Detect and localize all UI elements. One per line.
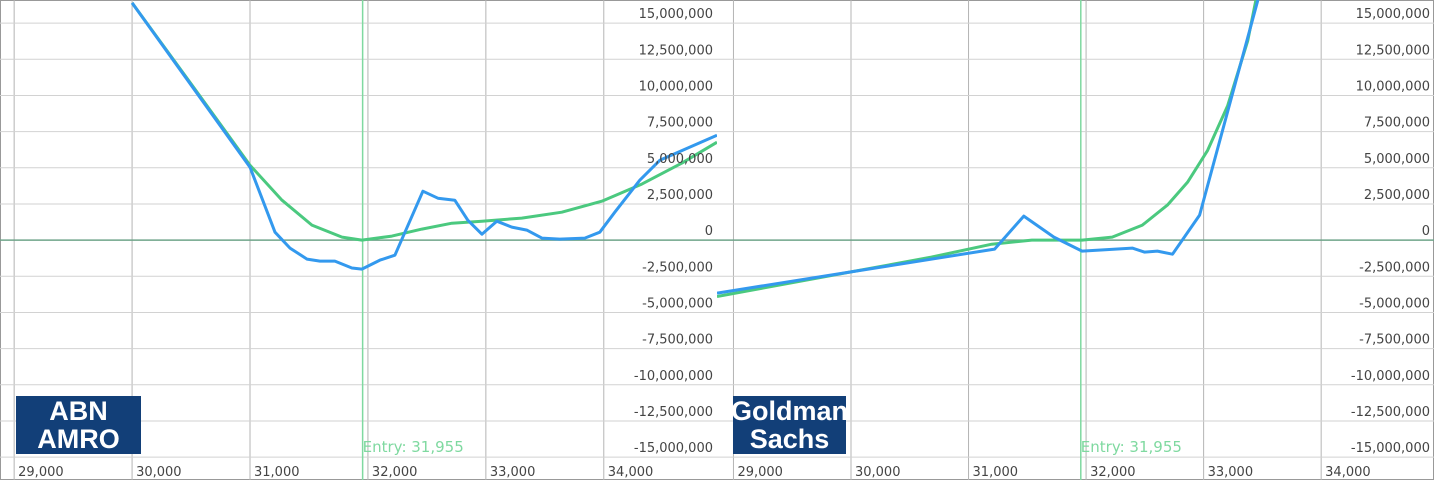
y-tick-label: -10,000,000 (1351, 369, 1430, 384)
y-tick-label: -5,000,000 (642, 296, 713, 311)
series-line (130, 2, 717, 242)
logo-text: AMRO (37, 424, 120, 454)
chart-panel: 15,000,000 12,500,000 10,000,000 7,500,000 5… (717, 0, 1434, 480)
y-tick-label: -12,500,000 (634, 405, 713, 420)
series-line (130, 2, 717, 271)
logo-text: Goldman (731, 396, 848, 426)
x-tick-label: 33,000 (1208, 465, 1254, 480)
y-tick-label: -5,000,000 (1359, 296, 1430, 311)
plot-lines (130, 2, 717, 271)
x-tick-label: 31,000 (254, 465, 300, 480)
x-tick-label: 33,000 (490, 465, 535, 480)
y-tick-label: 2,500,000 (1364, 188, 1430, 203)
y-tick-label: 10,000,000 (639, 79, 713, 94)
y-tick-label: -2,500,000 (642, 260, 713, 275)
x-tick-label: 32,000 (1090, 465, 1136, 480)
y-tick-label: 12,500,000 (1356, 43, 1430, 58)
series-line (717, 0, 1260, 295)
y-tick-label: -12,500,000 (1351, 405, 1430, 420)
logo-box (733, 396, 846, 454)
y-tick-label: 7,500,000 (1364, 116, 1430, 131)
y-tick-label: 5,000,000 (647, 152, 713, 167)
y-tick-label: 0 (1422, 224, 1430, 239)
y-tick-label: 2,500,000 (647, 188, 713, 203)
y-tick-label: 0 (705, 224, 713, 239)
plot-lines (717, 0, 1260, 298)
x-tick-label: 30,000 (136, 465, 182, 480)
series-line (717, 0, 1258, 298)
chart-panel: 15,000,000 12,500,000 10,000,000 7,500,000 5… (0, 0, 717, 480)
y-tick-label: 5,000,000 (1364, 152, 1430, 167)
y-tick-label: -7,500,000 (642, 333, 713, 348)
y-tick-label: -15,000,000 (1351, 441, 1430, 456)
logo-text: Sachs (750, 424, 830, 454)
logo-box (16, 396, 141, 454)
y-tick-label: -2,500,000 (1359, 260, 1430, 275)
logo-text: ABN (49, 396, 108, 426)
entry-label: Entry: 31,955 (1081, 438, 1182, 456)
y-tick-label: 15,000,000 (639, 7, 713, 22)
x-tick-label: 34,000 (608, 465, 654, 480)
y-tick-label: 10,000,000 (1356, 79, 1430, 94)
y-tick-label: -7,500,000 (1359, 333, 1430, 348)
y-tick-label: 15,000,000 (1356, 7, 1430, 22)
x-tick-label: 34,000 (1325, 465, 1371, 480)
y-tick-label: 7,500,000 (647, 116, 713, 131)
x-tick-label: 31,000 (973, 465, 1019, 480)
entry-label: Entry: 31,955 (363, 438, 464, 456)
y-tick-label: -15,000,000 (634, 441, 713, 456)
x-tick-label: 30,000 (855, 465, 901, 480)
x-tick-label: 29,000 (18, 465, 64, 480)
x-tick-label: 32,000 (372, 465, 418, 480)
y-tick-label: 12,500,000 (639, 43, 713, 58)
y-tick-label: -10,000,000 (634, 369, 713, 384)
x-tick-label: 29,000 (737, 465, 783, 480)
